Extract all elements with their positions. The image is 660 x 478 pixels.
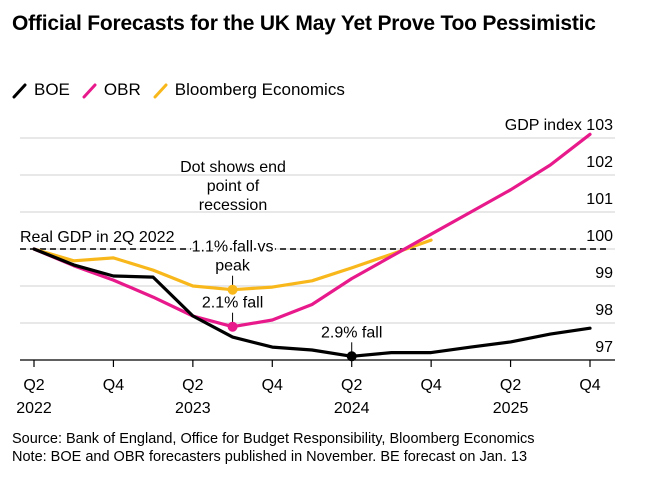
legend: BOE OBR Bloomberg Economics [12, 80, 357, 100]
x-tick-year-label: 2023 [175, 400, 211, 417]
annotation-dot-explainer-line: recession [199, 197, 267, 214]
y-tick-label-103: GDP index 103 [505, 117, 613, 134]
series-line-obr [32, 132, 592, 329]
recession-end-dot-bloomberg-economics [227, 284, 238, 295]
y-tick-label-102: 102 [586, 154, 613, 171]
footer: Source: Bank of England, Office for Budg… [12, 430, 535, 466]
legend-item-boe: BOE [12, 80, 70, 100]
chart-title: Official Forecasts for the UK May Yet Pr… [12, 12, 596, 35]
recession-end-dot-boe [346, 351, 357, 362]
recession-end-dot-obr [227, 321, 238, 332]
x-tick-label: Q4 [262, 377, 283, 394]
reference-line: Real GDP in 2Q 2022 [20, 229, 606, 250]
annotation-dot-explainer-line: Dot shows end [180, 159, 286, 176]
legend-item-bloomberg-economics: Bloomberg Economics [153, 80, 345, 100]
annotations: Dot shows end point of recession 1.1% fall … [180, 159, 384, 357]
recession-end-dots [227, 284, 357, 362]
x-axis: Q2 2022 Q4 Q2 2023 Q4 Q2 2024 Q4 Q2 2025 Q4 [16, 359, 615, 417]
x-tick-label: Q2 [341, 377, 362, 394]
annotation-dot-explainer-line: point of [207, 178, 260, 195]
x-tick-label: Q4 [579, 377, 600, 394]
legend-swatch-bloomberg-economics [153, 81, 169, 99]
x-tick-year-label: 2024 [334, 400, 370, 417]
x-tick-label: Q2 [500, 377, 521, 394]
legend-label-bloomberg-economics: Bloomberg Economics [174, 80, 345, 99]
legend-swatch-boe [12, 81, 28, 99]
legend-item-obr: OBR [82, 80, 141, 100]
annotation-label-boe: 2.9% fall [321, 324, 382, 341]
legend-label-boe: BOE [34, 80, 70, 99]
reference-line-label: Real GDP in 2Q 2022 [20, 229, 175, 246]
y-tick-label-101: 101 [586, 191, 613, 208]
y-tick-label-100: 100 [586, 228, 613, 245]
legend-swatch-obr [82, 81, 98, 99]
legend-label-obr: OBR [103, 80, 141, 99]
y-axis-labels: 97 98 99 100 101 102 GDP index 103 [505, 117, 613, 356]
source-note: Source: Bank of England, Office for Budg… [12, 431, 535, 447]
annotation-label-bloomberg-economics: peak [215, 258, 251, 275]
annotation-label-obr: 2.1% fall [202, 295, 263, 312]
series-line-boe [32, 247, 592, 358]
y-tick-label-99: 99 [595, 265, 613, 282]
x-tick-label: Q4 [420, 377, 441, 394]
x-tick-year-label: 2025 [493, 400, 529, 417]
x-tick-label: Q2 [182, 377, 203, 394]
y-tick-label-97: 97 [595, 339, 613, 356]
methodology-note: Note: BOE and OBR forecasters published … [12, 449, 528, 465]
x-tick-year-label: 2022 [16, 400, 52, 417]
annotation-label-bloomberg-economics: 1.1% fall vs [192, 239, 274, 256]
x-tick-label: Q2 [23, 377, 44, 394]
x-tick-label: Q4 [103, 377, 124, 394]
y-tick-label-98: 98 [595, 302, 613, 319]
